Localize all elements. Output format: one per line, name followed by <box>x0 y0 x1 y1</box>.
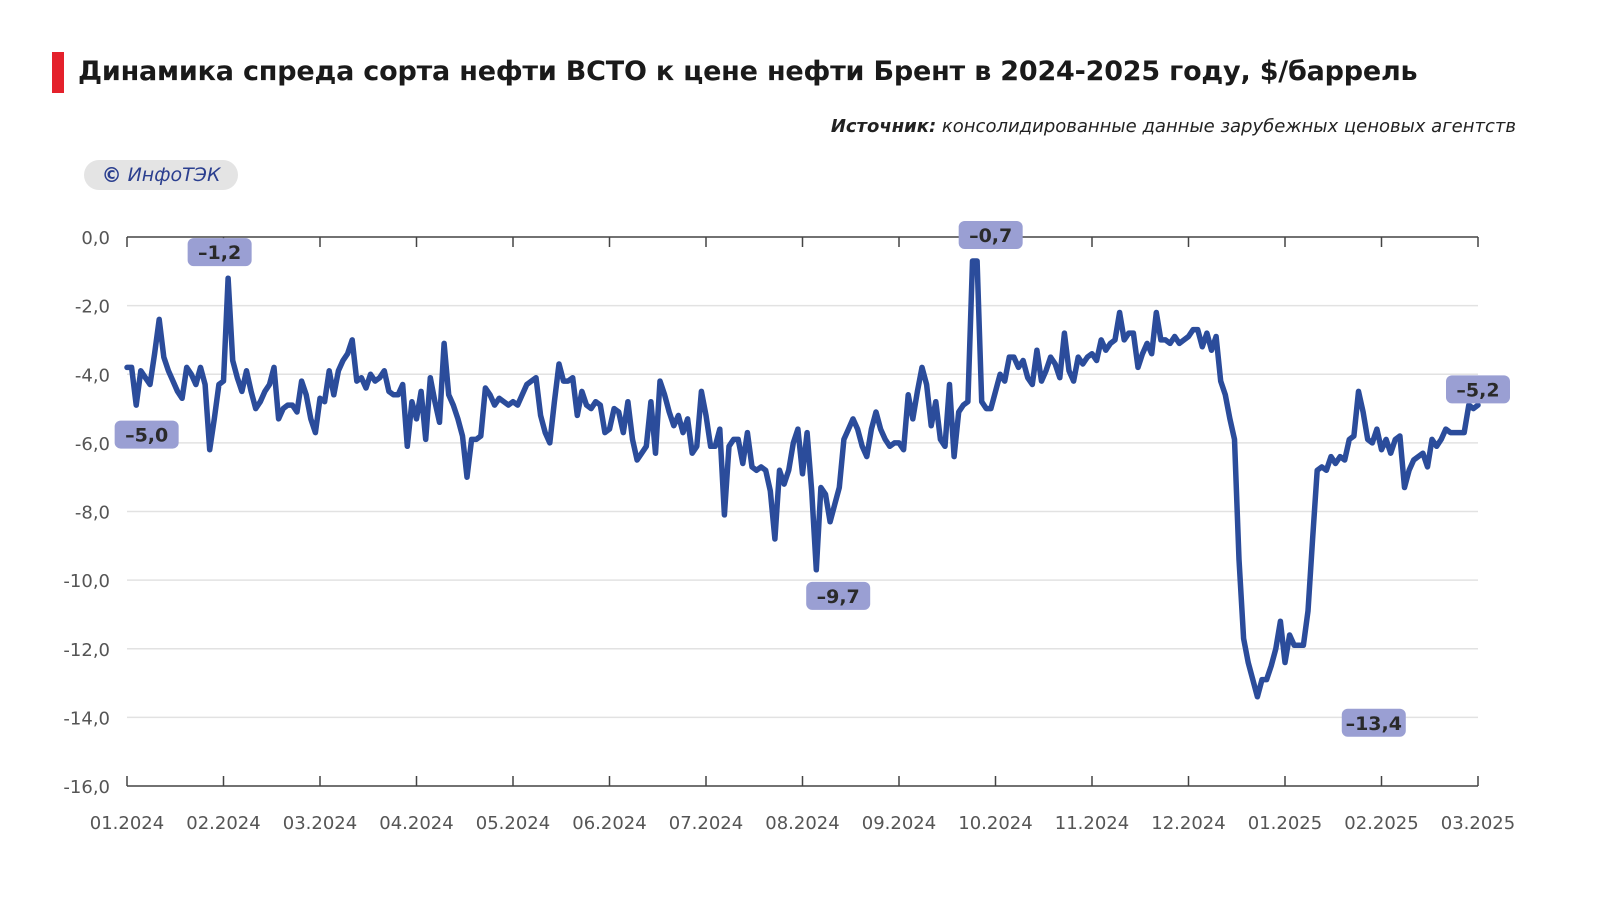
y-tick-label: 0,0 <box>81 228 110 249</box>
data-label-text: –1,2 <box>198 242 241 264</box>
y-tick-label: -12,0 <box>63 640 110 661</box>
data-label-text: –9,7 <box>817 586 860 608</box>
data-label-box <box>1446 375 1510 404</box>
source-label: Источник: <box>830 116 937 137</box>
x-tick-label: 04.2024 <box>379 813 453 834</box>
logo-text: ИнфоТЭК <box>127 164 221 186</box>
x-tick-label: 07.2024 <box>669 813 743 834</box>
y-tick-label: -2,0 <box>75 297 110 318</box>
data-label-text: –5,2 <box>1456 379 1499 401</box>
y-tick-label: -6,0 <box>75 434 110 455</box>
y-tick-label: -8,0 <box>75 503 110 524</box>
x-tick-label: 01.2024 <box>90 813 164 834</box>
y-tick-label: -10,0 <box>63 571 110 592</box>
copyright-icon: © <box>101 163 122 187</box>
data-label: –0,7 <box>958 221 1023 250</box>
x-tick-label: 03.2025 <box>1441 813 1515 834</box>
data-label-box <box>187 238 252 267</box>
spread-series-line <box>124 258 1481 700</box>
x-tick-label: 11.2024 <box>1055 813 1129 834</box>
x-tick-label: 02.2025 <box>1344 813 1418 834</box>
data-label: –9,7 <box>806 581 871 610</box>
data-label-box <box>114 420 179 449</box>
chart-title: Динамика спреда сорта нефти ВСТО к цене … <box>78 56 1418 87</box>
data-label: –1,2 <box>187 238 252 267</box>
data-label: –5,0 <box>114 420 179 449</box>
infotek-logo: © ИнфоТЭК <box>84 160 238 190</box>
data-label: –13,4 <box>1341 708 1406 737</box>
x-tick-label: 01.2025 <box>1248 813 1322 834</box>
x-tick-label: 05.2024 <box>476 813 550 834</box>
source-text: консолидированные данные зарубежных цено… <box>941 116 1516 137</box>
data-label: –5,2 <box>1446 375 1510 404</box>
data-label-text: –5,0 <box>125 425 168 447</box>
x-tick-label: 10.2024 <box>958 813 1032 834</box>
data-label-text: –0,7 <box>969 225 1012 247</box>
x-tick-label: 09.2024 <box>862 813 936 834</box>
y-tick-label: -14,0 <box>63 708 110 729</box>
data-label-text: –13,4 <box>1346 713 1402 735</box>
x-tick-label: 06.2024 <box>572 813 646 834</box>
data-label-box <box>1341 708 1406 737</box>
y-tick-label: -4,0 <box>75 365 110 386</box>
source-note: Источник: консолидированные данные заруб… <box>831 116 1516 137</box>
title-accent-bar <box>52 52 64 93</box>
x-tick-label: 12.2024 <box>1151 813 1225 834</box>
data-label-box <box>958 221 1023 250</box>
y-tick-label: -16,0 <box>63 777 110 798</box>
x-tick-label: 03.2024 <box>283 813 357 834</box>
x-tick-label: 08.2024 <box>765 813 839 834</box>
data-label-box <box>806 581 871 610</box>
x-tick-label: 02.2024 <box>186 813 260 834</box>
